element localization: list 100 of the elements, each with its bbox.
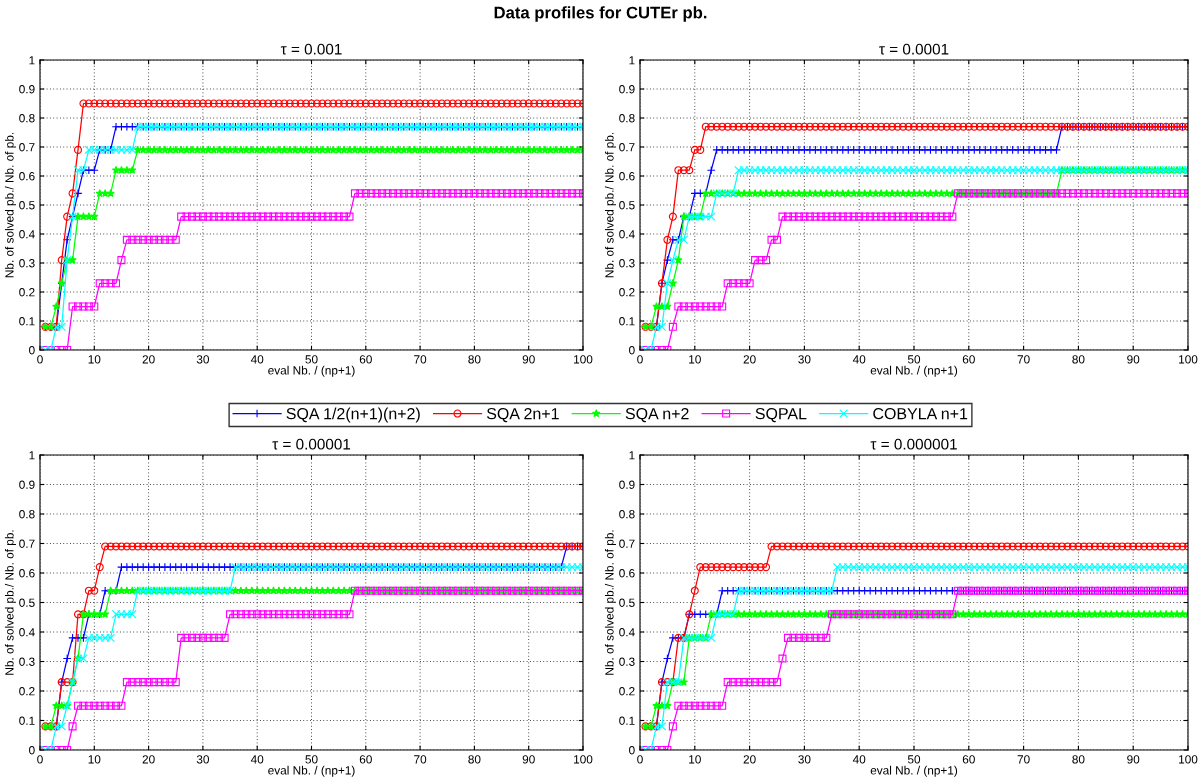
y-tick-label: 0.6 bbox=[619, 172, 635, 181]
y-tick-label: 0.3 bbox=[19, 259, 35, 268]
y-tick-label: 1 bbox=[629, 56, 635, 65]
x-tick-label: 10 bbox=[88, 355, 101, 364]
x-tick-label: 20 bbox=[743, 755, 756, 764]
y-tick-label: 0.6 bbox=[19, 172, 35, 181]
y-tick-label: 0.7 bbox=[19, 143, 35, 152]
x-tick-label: 40 bbox=[250, 355, 264, 364]
x-tick-label: 0 bbox=[637, 355, 643, 364]
x-tick-label: 70 bbox=[414, 355, 427, 364]
x-tick-label: 90 bbox=[522, 755, 535, 764]
y-tick-label: 0.8 bbox=[19, 114, 35, 123]
y-tick-label: 0 bbox=[29, 746, 35, 755]
y-tick-label: 0.7 bbox=[19, 539, 35, 548]
x-tick-label: 80 bbox=[1072, 755, 1085, 764]
y-tick-label: 0.4 bbox=[19, 628, 35, 637]
x-tick-label: 10 bbox=[88, 755, 101, 764]
y-tick-label: 0.3 bbox=[619, 259, 635, 268]
legend-label: SQA 2n+1 bbox=[486, 407, 559, 423]
y-tick-label: 0.2 bbox=[19, 288, 35, 297]
y-tick-label: 0.8 bbox=[619, 510, 635, 519]
y-tick-label: 0 bbox=[629, 346, 635, 355]
x-tick-label: 0 bbox=[637, 755, 643, 764]
x-tick-label: 10 bbox=[689, 755, 701, 764]
legend-label: SQA n+2 bbox=[625, 407, 689, 423]
y-tick-label: 0.4 bbox=[19, 230, 35, 239]
chart-title: τ = 0.000001 bbox=[870, 438, 957, 450]
x-tick-label: 100 bbox=[574, 755, 593, 764]
y-tick-label: 0.1 bbox=[619, 317, 635, 326]
x-tick-label: 50 bbox=[305, 755, 318, 764]
y-tick-label: 0.9 bbox=[19, 480, 35, 489]
y-tick-label: 0.7 bbox=[619, 539, 635, 548]
y-tick-label: 0.4 bbox=[619, 230, 635, 239]
x-tick-label: 100 bbox=[574, 355, 593, 364]
y-axis-title: Nb. of solved pb./ Nb. of pb. bbox=[604, 132, 616, 278]
y-tick-label: 0.6 bbox=[19, 569, 35, 578]
y-tick-label: 0 bbox=[629, 746, 635, 755]
x-tick-label: 40 bbox=[852, 755, 866, 764]
y-tick-label: 0.9 bbox=[619, 480, 635, 489]
x-tick-label: 50 bbox=[305, 355, 318, 364]
chart-title: τ = 0.001 bbox=[280, 43, 342, 55]
x-tick-label: 30 bbox=[798, 355, 811, 364]
y-tick-label: 0.7 bbox=[619, 143, 635, 152]
y-tick-label: 0.1 bbox=[19, 716, 35, 725]
x-axis-title: eval Nb. / (np+1) bbox=[268, 765, 355, 777]
x-tick-label: 60 bbox=[359, 755, 372, 764]
x-tick-label: 100 bbox=[1179, 355, 1198, 364]
y-tick-label: 0.4 bbox=[619, 628, 635, 637]
y-tick-label: 0.3 bbox=[19, 657, 35, 666]
x-tick-label: 50 bbox=[907, 755, 921, 764]
x-tick-label: 80 bbox=[468, 755, 481, 764]
y-tick-label: 0.1 bbox=[19, 317, 35, 326]
y-tick-label: 0 bbox=[29, 346, 35, 355]
x-tick-label: 90 bbox=[1127, 355, 1140, 364]
y-tick-label: 0.1 bbox=[619, 716, 635, 725]
y-axis-title: Nb. of solved pb./ Nb. of pb. bbox=[604, 530, 616, 675]
x-tick-label: 10 bbox=[689, 355, 701, 364]
text: Data profiles for CUTEr pb. bbox=[494, 6, 707, 22]
x-tick-label: 90 bbox=[1127, 755, 1140, 764]
x-tick-label: 80 bbox=[1072, 355, 1085, 364]
y-tick-label: 0.5 bbox=[19, 598, 35, 607]
chart-title: τ = 0.00001 bbox=[272, 438, 351, 450]
y-tick-label: 0.8 bbox=[619, 114, 635, 123]
x-tick-label: 70 bbox=[1017, 755, 1030, 764]
legend-label: COBYLA n+1 bbox=[873, 407, 968, 420]
x-tick-label: 90 bbox=[522, 355, 535, 364]
x-tick-label: 20 bbox=[142, 755, 155, 764]
legend-label: SQA 1/2(n+1)(n+2) bbox=[286, 407, 420, 423]
y-tick-label: 0.5 bbox=[19, 201, 35, 210]
y-tick-label: 1 bbox=[29, 451, 35, 460]
x-tick-label: 60 bbox=[962, 355, 975, 364]
y-tick-label: 0.5 bbox=[619, 201, 635, 210]
x-tick-label: 0 bbox=[37, 755, 43, 764]
x-tick-label: 30 bbox=[798, 755, 811, 764]
x-tick-label: 0 bbox=[37, 355, 43, 364]
x-tick-label: 20 bbox=[142, 355, 155, 364]
x-tick-label: 30 bbox=[196, 755, 209, 764]
y-tick-label: 0.2 bbox=[619, 687, 635, 696]
x-tick-label: 100 bbox=[1179, 755, 1198, 764]
x-tick-label: 60 bbox=[962, 755, 975, 764]
x-tick-label: 70 bbox=[1017, 355, 1030, 364]
y-tick-label: 0.6 bbox=[619, 569, 635, 578]
legend-label: SQPAL bbox=[755, 407, 807, 423]
y-tick-label: 1 bbox=[629, 451, 635, 460]
x-tick-label: 40 bbox=[250, 755, 264, 764]
x-tick-label: 80 bbox=[468, 355, 481, 364]
y-tick-label: 0.9 bbox=[19, 85, 35, 94]
y-axis-title: Nb. of solved pb./ Nb. of pb. bbox=[4, 132, 16, 278]
x-tick-label: 40 bbox=[852, 355, 866, 364]
x-axis-title: eval Nb. / (np+1) bbox=[268, 365, 355, 377]
x-tick-label: 70 bbox=[414, 755, 427, 764]
y-tick-label: 0.8 bbox=[19, 510, 35, 519]
y-axis-title: Nb. of solved pb./ Nb. of pb. bbox=[4, 530, 16, 675]
x-tick-label: 60 bbox=[359, 355, 372, 364]
x-tick-label: 30 bbox=[196, 355, 209, 364]
y-tick-label: 0.2 bbox=[19, 687, 35, 696]
chart-title: τ = 0.0001 bbox=[879, 43, 949, 55]
y-tick-label: 0.2 bbox=[619, 288, 635, 297]
y-tick-label: 0.9 bbox=[619, 85, 635, 94]
x-axis-title: eval Nb. / (np+1) bbox=[870, 365, 958, 377]
